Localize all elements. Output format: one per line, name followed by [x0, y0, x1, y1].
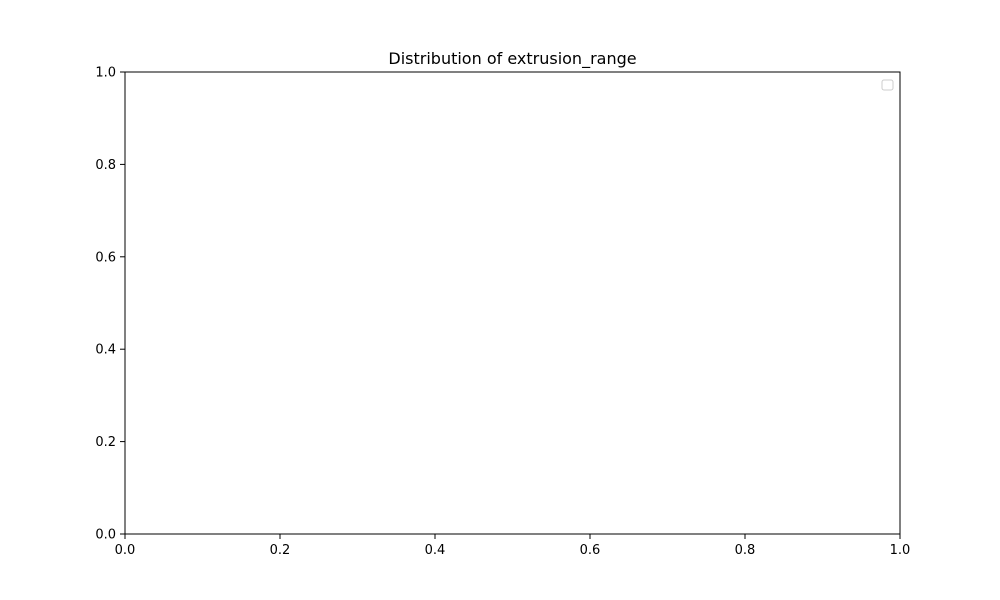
plot-frame	[124, 71, 901, 535]
y-tick-label: 0.0	[95, 528, 116, 543]
x-tick-label: 0.8	[735, 543, 756, 558]
x-tick-label: 0.4	[425, 543, 446, 558]
y-tick-label: 0.6	[95, 250, 116, 265]
x-tick-label: 0.6	[580, 543, 601, 558]
y-tick-label: 0.2	[95, 435, 116, 450]
x-tick-label: 0.0	[115, 543, 136, 558]
x-tick-label: 1.0	[890, 543, 911, 558]
chart-title: Distribution of extrusion_range	[388, 49, 636, 69]
y-tick-label: 0.8	[95, 158, 116, 173]
y-tick-label: 0.4	[95, 343, 116, 358]
y-tick-label: 1.0	[95, 66, 116, 81]
legend-box	[881, 79, 894, 91]
x-axis-ticks: 0.0 0.2 0.4 0.6 0.8 1.0	[115, 534, 911, 558]
x-tick-label: 0.2	[270, 543, 291, 558]
plot-area	[125, 72, 900, 534]
y-axis-ticks: 0.0 0.2 0.4 0.6 0.8 1.0	[95, 66, 125, 543]
